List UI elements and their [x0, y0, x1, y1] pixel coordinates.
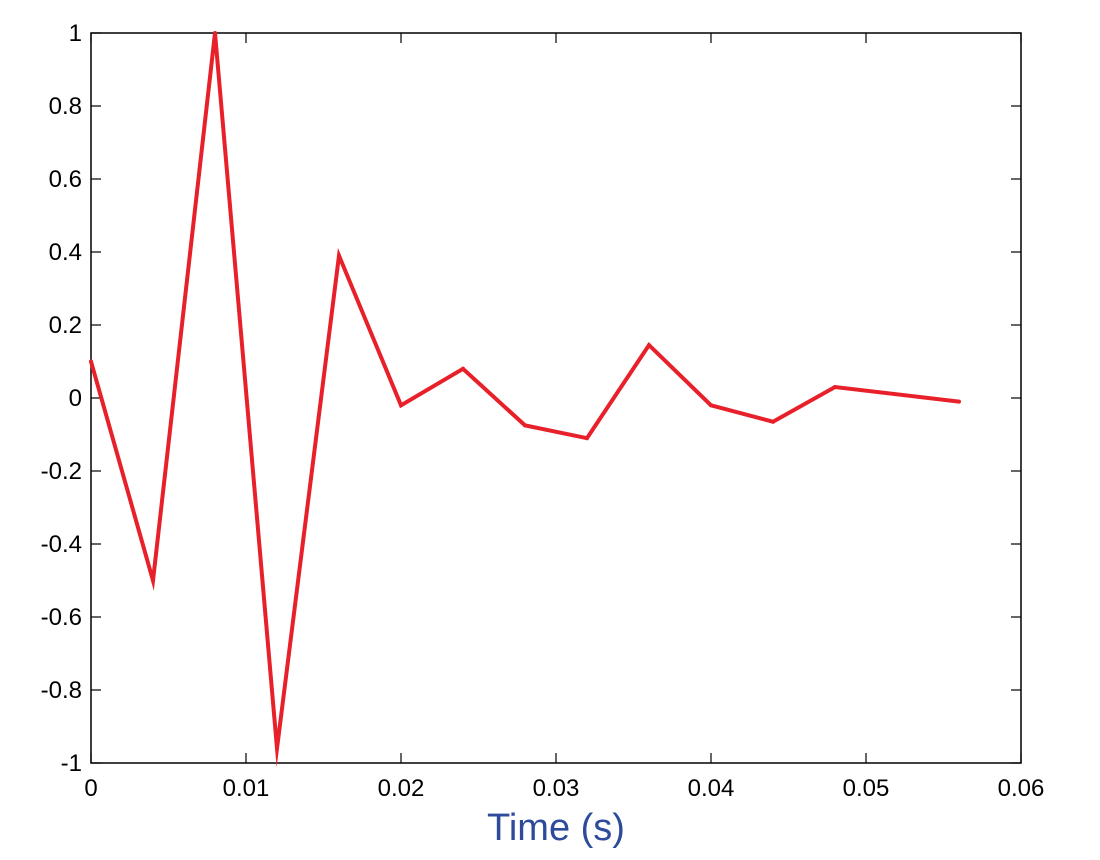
- x-tick-label: 0.04: [688, 775, 735, 802]
- data-point: [399, 403, 403, 408]
- data-point: [771, 419, 775, 424]
- data-point: [523, 423, 527, 428]
- y-tick-label: 0.2: [49, 312, 82, 339]
- data-point: [151, 578, 155, 583]
- y-tick-label: 0.4: [49, 239, 82, 266]
- y-tick-label: -0.6: [41, 604, 82, 631]
- y-tick-label: -0.2: [41, 458, 82, 485]
- data-point: [337, 253, 341, 258]
- x-tick-label: 0.03: [533, 775, 580, 802]
- data-point: [585, 436, 589, 441]
- series-lines: [89, 31, 961, 768]
- y-tick-label: 1: [69, 20, 82, 47]
- series-line-0: [89, 32, 960, 768]
- data-point: [647, 343, 651, 348]
- y-tick-label: -0.4: [41, 531, 82, 558]
- data-point: [709, 403, 713, 408]
- plot-area-frame: [90, 32, 1022, 764]
- x-tick-label: 0.02: [378, 775, 425, 802]
- y-axis-tick-labels: 1 0.8 0.6 0.4 0.2 0 -0.2 -0.4 -0.6 -0.8 -1: [41, 20, 82, 777]
- x-axis-tick-labels: 0 0.01 0.02 0.03 0.04 0.05 0.06: [84, 775, 1044, 802]
- data-point: [213, 31, 217, 35]
- data-point: [957, 399, 961, 404]
- data-point: [275, 746, 279, 751]
- data-point: [833, 385, 837, 390]
- x-tick-label: 0.05: [843, 775, 890, 802]
- axis-ticks: [90, 32, 1022, 764]
- x-axis-title: Time (s): [487, 807, 625, 849]
- x-tick-label: 0.01: [223, 775, 270, 802]
- data-point: [89, 359, 93, 364]
- x-tick-label: 0: [84, 775, 97, 802]
- y-tick-label: 0: [69, 385, 82, 412]
- x-tick-label: 0.06: [998, 775, 1045, 802]
- y-tick-label: -1: [61, 750, 82, 777]
- y-tick-label: -0.8: [41, 677, 82, 704]
- y-tick-label: 0.6: [49, 166, 82, 193]
- y-tick-label: 0.8: [49, 93, 82, 120]
- data-point: [461, 366, 465, 371]
